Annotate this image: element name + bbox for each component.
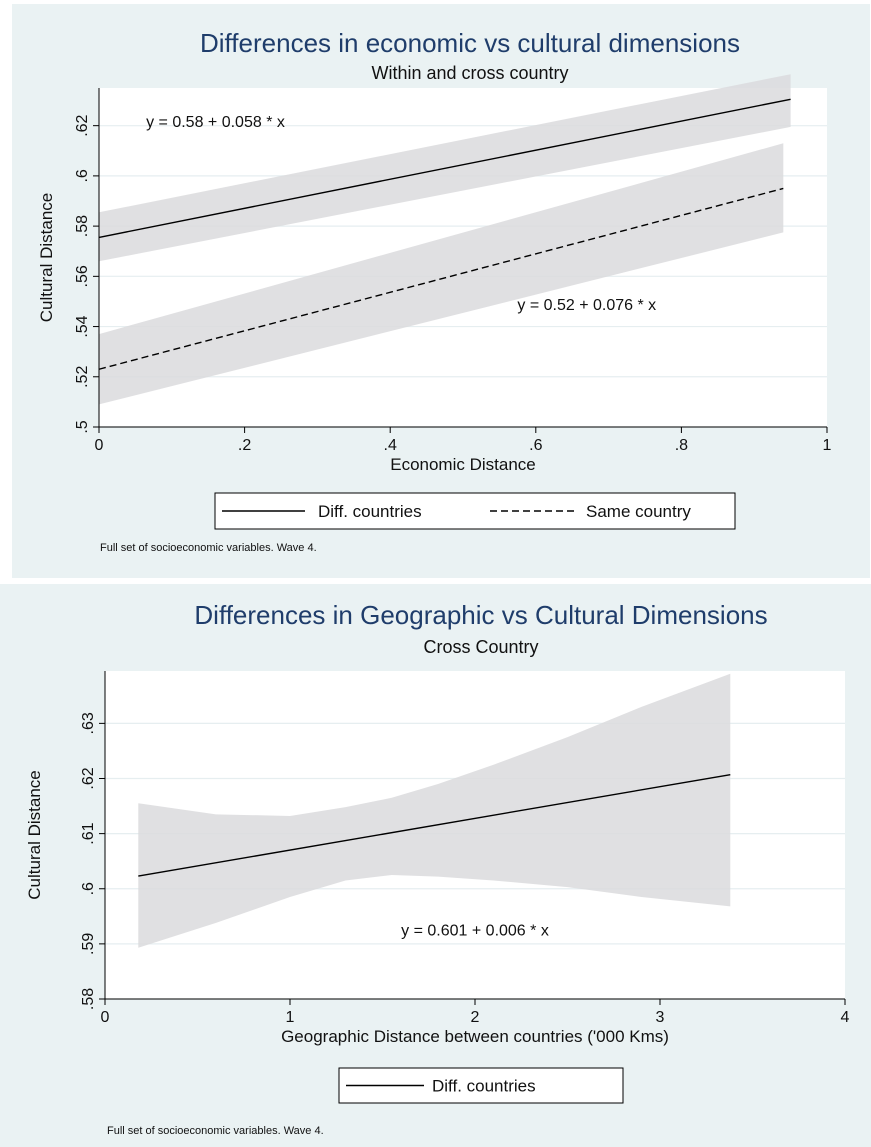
fit-line <box>98 98 791 239</box>
x-tick-label: .8 <box>675 437 688 454</box>
y-tick-label: .62 <box>80 767 97 789</box>
y-tick-label: .61 <box>80 822 97 844</box>
legend-label: Same country <box>586 502 691 521</box>
y-tick-label: .6 <box>74 169 91 182</box>
chart-panel-geographic: Differences in Geographic vs Cultural Di… <box>0 584 871 1147</box>
fit-line <box>98 187 784 370</box>
legend-label: Diff. countries <box>318 502 422 521</box>
x-tick-label: 1 <box>823 437 832 454</box>
x-axis-label: Economic Distance <box>390 455 536 474</box>
fit-line <box>138 773 731 877</box>
x-tick-label: 4 <box>841 1009 850 1026</box>
economic-cultural-chart: Differences in economic vs cultural dime… <box>37 28 832 554</box>
legend-label: Diff. countries <box>432 1077 536 1096</box>
y-tick-label: .54 <box>74 315 91 337</box>
y-tick-label: .62 <box>74 114 91 136</box>
y-tick-label: .5 <box>74 420 91 433</box>
x-tick-label: 0 <box>95 437 104 454</box>
y-axis-label: Cultural Distance <box>25 770 44 899</box>
x-axis-label: Geographic Distance between countries ('… <box>281 1027 669 1046</box>
x-tick-label: 1 <box>286 1009 295 1026</box>
y-axis-label: Cultural Distance <box>37 193 56 322</box>
chart-note: Full set of socioeconomic variables. Wav… <box>107 1125 324 1137</box>
chart-title: Differences in Geographic vs Cultural Di… <box>194 600 767 630</box>
y-tick-label: .63 <box>80 712 97 734</box>
chart-panel-economic: Differences in economic vs cultural dime… <box>12 4 870 578</box>
y-tick-label: .52 <box>74 366 91 388</box>
x-tick-label: 3 <box>656 1009 665 1026</box>
chart-subtitle: Cross Country <box>423 637 538 657</box>
geographic-cultural-chart: Differences in Geographic vs Cultural Di… <box>25 600 850 1137</box>
y-tick-label: .58 <box>74 215 91 237</box>
chart-note: Full set of socioeconomic variables. Wav… <box>100 542 317 554</box>
equation-annotation: y = 0.601 + 0.006 * x <box>401 923 549 940</box>
y-tick-label: .6 <box>80 882 97 895</box>
x-tick-label: .2 <box>238 437 251 454</box>
y-tick-label: .58 <box>80 988 97 1010</box>
y-tick-label: .56 <box>74 265 91 287</box>
confidence-band <box>138 673 731 948</box>
x-tick-label: 0 <box>101 1009 110 1026</box>
x-tick-label: 2 <box>471 1009 480 1026</box>
y-tick-label: .59 <box>80 933 97 955</box>
equation-annotation: y = 0.52 + 0.076 * x <box>517 297 656 314</box>
chart-subtitle: Within and cross country <box>371 63 568 83</box>
confidence-band <box>99 143 784 405</box>
chart-title: Differences in economic vs cultural dime… <box>200 28 740 58</box>
x-tick-label: .4 <box>384 437 397 454</box>
equation-annotation: y = 0.58 + 0.058 * x <box>146 114 285 131</box>
x-tick-label: .6 <box>529 437 542 454</box>
